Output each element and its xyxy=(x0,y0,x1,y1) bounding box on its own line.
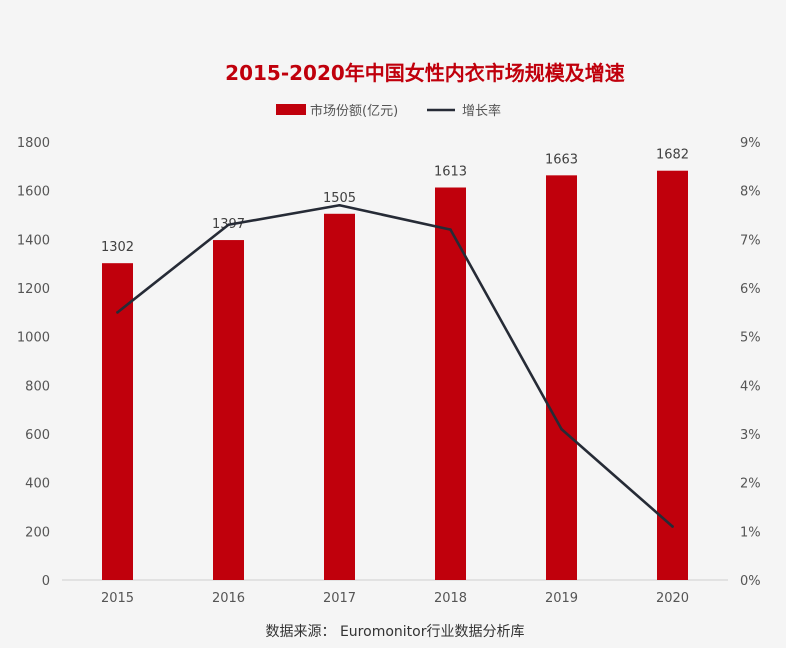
y-left-tick-label: 1000 xyxy=(17,331,50,346)
growth-point-2016 xyxy=(227,223,230,227)
y-left-tick-label: 800 xyxy=(25,379,50,394)
growth-rate-line xyxy=(116,203,674,528)
y-left-tick-label: 1200 xyxy=(17,282,50,297)
x-tick-label: 2016 xyxy=(212,591,245,606)
x-tick-label: 2018 xyxy=(434,591,467,606)
y-left-tick-label: 400 xyxy=(25,477,50,492)
x-tick-label: 2019 xyxy=(545,591,578,606)
y-left-tick-label: 1400 xyxy=(17,233,50,248)
legend-label-line: 增长率 xyxy=(462,103,501,119)
bar-label-2017: 1505 xyxy=(323,191,356,206)
y-right-tick-label: 1% xyxy=(740,525,761,540)
bar-2017 xyxy=(324,213,355,581)
legend-bar-swatch xyxy=(276,104,306,115)
bar-2019 xyxy=(546,175,577,580)
line-series xyxy=(116,203,674,528)
y-right-tick-label: 9% xyxy=(740,136,761,151)
y-left-tick-label: 0 xyxy=(42,574,50,589)
legend-label-bar: 市场份额(亿元) xyxy=(310,103,398,119)
x-tick-label: 2017 xyxy=(323,591,356,606)
x-tick-label: 2020 xyxy=(656,591,689,606)
x-axis: 2015 2016 2017 2018 2019 2020 xyxy=(101,591,689,606)
bar-2020 xyxy=(657,170,688,581)
growth-point-2019 xyxy=(560,427,563,431)
bar-series xyxy=(102,170,688,581)
legend: 市场份额(亿元) 增长率 xyxy=(276,103,501,119)
bar-label-2015: 1302 xyxy=(101,240,134,255)
bar-label-2020: 1682 xyxy=(656,148,689,163)
source-note: 数据来源： Euromonitor行业数据分析库 xyxy=(266,624,525,640)
bar-2018 xyxy=(435,187,466,580)
y-right-tick-label: 0% xyxy=(740,574,761,589)
growth-point-2018 xyxy=(449,228,452,231)
y-right-axis: 0% 1% 2% 3% 4% 5% 6% 7% 8% 9% xyxy=(740,136,761,589)
y-right-tick-label: 5% xyxy=(740,331,761,346)
y-left-tick-label: 1800 xyxy=(17,136,50,151)
x-tick-label: 2015 xyxy=(101,591,134,606)
growth-point-2015 xyxy=(116,311,119,314)
chart-title: 2015-2020年中国女性内衣市场规模及增速 xyxy=(225,61,625,85)
bar-label-2019: 1663 xyxy=(545,152,578,167)
y-right-tick-label: 8% xyxy=(740,185,761,200)
bar-2016 xyxy=(213,240,244,580)
y-right-tick-label: 7% xyxy=(740,233,761,248)
y-right-tick-label: 3% xyxy=(740,428,761,443)
growth-point-2017 xyxy=(338,203,341,207)
growth-point-2020 xyxy=(671,525,674,528)
y-left-tick-label: 200 xyxy=(25,525,50,540)
y-right-tick-label: 6% xyxy=(740,282,761,297)
y-left-tick-label: 1600 xyxy=(17,185,50,200)
y-right-tick-label: 2% xyxy=(740,477,761,492)
bar-2015 xyxy=(102,263,133,580)
y-left-axis: 0 200 400 600 800 1000 1200 1400 1600 1800 xyxy=(17,136,50,589)
y-right-tick-label: 4% xyxy=(740,379,761,394)
bar-label-2018: 1613 xyxy=(434,165,467,180)
y-left-tick-label: 600 xyxy=(25,428,50,443)
